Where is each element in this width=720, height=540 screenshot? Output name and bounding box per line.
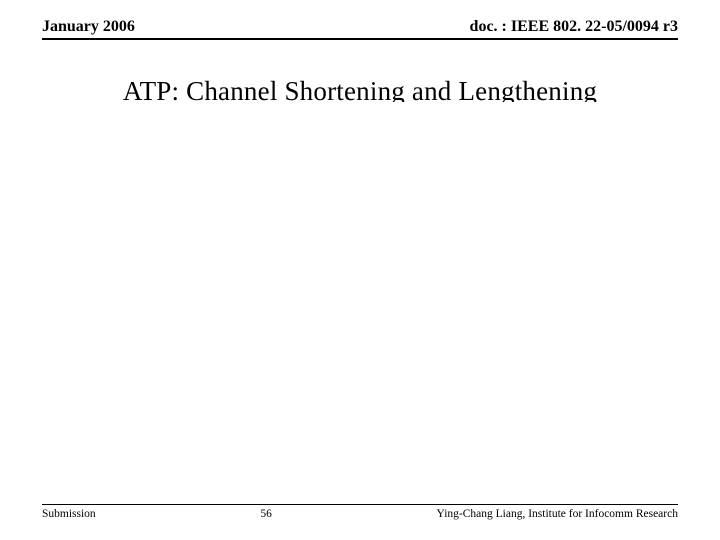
footer-rule (42, 504, 678, 505)
footer-page-number: 56 (260, 508, 272, 520)
footer-author: Ying-Chang Liang, Institute for Infocomm… (437, 508, 678, 520)
footer-row: Submission 56 Ying-Chang Liang, Institut… (42, 508, 678, 520)
slide-page: January 2006 doc. : IEEE 802. 22-05/0094… (0, 0, 720, 540)
header-date: January 2006 (42, 18, 135, 36)
footer-left: Submission (42, 508, 96, 520)
slide-title-clip: ATP: Channel Shortening and Lengthening (123, 74, 597, 102)
footer: Submission 56 Ying-Chang Liang, Institut… (42, 504, 678, 520)
header-row: January 2006 doc. : IEEE 802. 22-05/0094… (42, 18, 678, 36)
header-rule (42, 38, 678, 40)
slide-title: ATP: Channel Shortening and Lengthening (123, 76, 597, 102)
header-docref: doc. : IEEE 802. 22-05/0094 r3 (470, 18, 678, 36)
title-area: ATP: Channel Shortening and Lengthening (42, 74, 678, 102)
